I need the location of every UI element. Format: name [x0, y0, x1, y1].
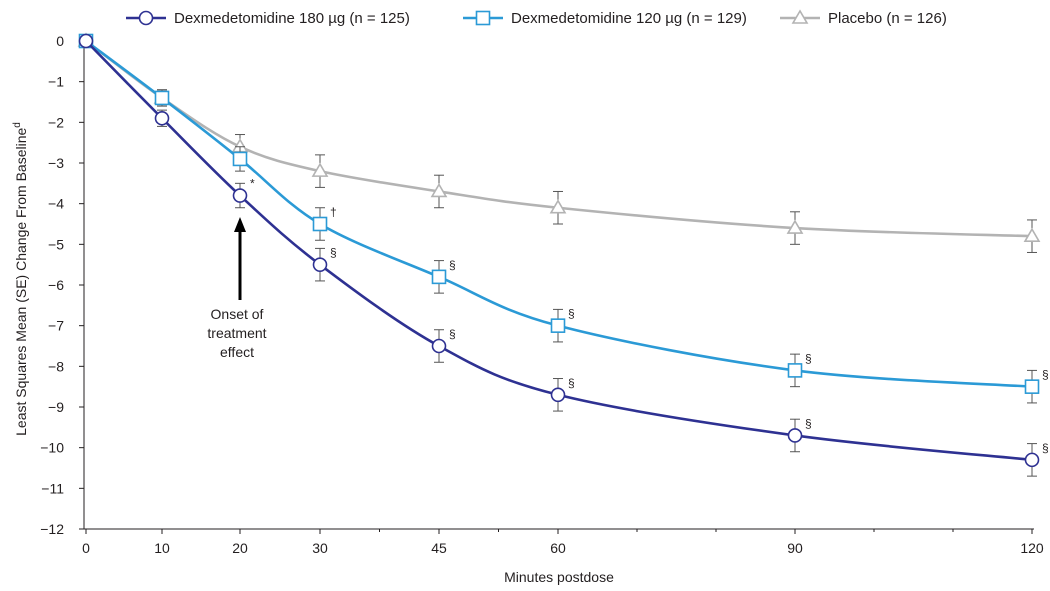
- series-layer: † § § § § * § § § § §: [77, 32, 1049, 477]
- data-point: [549, 199, 567, 214]
- data-point: [312, 216, 328, 232]
- data-point: [550, 318, 566, 333]
- legend-label: Placebo (n = 126): [828, 10, 947, 27]
- y-tick-label: −4: [48, 196, 64, 212]
- significance-label: §: [449, 258, 456, 272]
- data-point: [787, 428, 803, 443]
- data-point: [786, 219, 804, 234]
- y-tick-label: −5: [48, 236, 64, 252]
- x-tick-label: 60: [550, 540, 566, 556]
- data-point: [431, 269, 447, 285]
- significance-label: †: [330, 205, 337, 219]
- legend-marker: [138, 10, 154, 26]
- legend-label: Dexmedetomidine 120 µg (n = 129): [511, 10, 747, 27]
- y-axis-title: Least Squares Mean (SE) Change From Base…: [12, 122, 29, 436]
- x-ticks: 0 10 20 30 45 60 90 120: [82, 529, 1044, 556]
- x-tick-label: 30: [312, 540, 328, 556]
- data-point: [154, 110, 170, 126]
- arrow-head: [234, 217, 246, 232]
- significance-label: §: [330, 246, 337, 260]
- y-tick-label: −6: [48, 277, 64, 293]
- significance-label: §: [1042, 368, 1049, 382]
- x-axis-title: Minutes postdose: [504, 569, 614, 585]
- significance-label: §: [805, 351, 812, 365]
- annotation: Onset of treatment effect: [207, 217, 267, 360]
- y-ticks: 0 −1 −2 −3 −4 −5 −6 −7 −8 −9 −10 −11 −12: [40, 33, 84, 537]
- data-point: [430, 182, 448, 198]
- annotation-text: Onset of: [211, 306, 264, 322]
- data-point: [1023, 227, 1041, 242]
- significance-label: §: [568, 376, 575, 390]
- x-tick-label: 120: [1020, 540, 1044, 556]
- legend-label: Dexmedetomidine 180 µg (n = 125): [174, 10, 410, 27]
- y-tick-label: −7: [48, 318, 64, 334]
- y-tick-label: −8: [48, 358, 64, 374]
- data-point: [1024, 379, 1040, 394]
- significance-label: §: [568, 307, 575, 321]
- data-point: [312, 257, 328, 272]
- x-tick-label: 0: [82, 540, 90, 556]
- y-tick-label: −1: [48, 74, 64, 90]
- x-tick-label: 90: [787, 540, 803, 556]
- data-point: [431, 338, 447, 354]
- significance-label: §: [1042, 441, 1049, 455]
- data-point: [787, 363, 803, 378]
- y-tick-label: −9: [48, 399, 64, 415]
- legend-marker: [791, 9, 809, 24]
- y-tick-label: −3: [48, 155, 64, 171]
- legend-item: Dexmedetomidine 120 µg (n = 129): [463, 10, 747, 27]
- data-point: [154, 90, 170, 106]
- axes: 0 −1 −2 −3 −4 −5 −6 −7 −8 −9 −10 −11 −12 0 10 20 30 45 60…: [40, 33, 1044, 556]
- data-point: [232, 188, 248, 203]
- significance-label: §: [805, 416, 812, 430]
- data-point: [78, 33, 94, 49]
- legend-marker: [475, 10, 491, 26]
- y-tick-label: −11: [41, 480, 64, 496]
- x-tick-label: 10: [154, 540, 170, 556]
- annotation-text: treatment: [207, 325, 266, 341]
- y-tick-label: −2: [48, 114, 64, 130]
- legend-item: Dexmedetomidine 180 µg (n = 125): [126, 10, 410, 27]
- data-point: [311, 162, 329, 177]
- series-triangle: [77, 32, 1041, 253]
- data-point: [550, 387, 566, 403]
- legend-item: Placebo (n = 126): [780, 9, 947, 27]
- y-tick-label: −10: [40, 440, 64, 456]
- y-tick-label: 0: [56, 33, 64, 49]
- significance-label: *: [250, 177, 255, 191]
- significance-label: §: [449, 327, 456, 341]
- annotation-text: effect: [220, 344, 254, 360]
- x-tick-label: 45: [431, 540, 447, 556]
- x-tick-label: 20: [232, 540, 248, 556]
- data-point: [232, 151, 248, 167]
- data-point: [1024, 452, 1040, 468]
- series-circle: * § § § § §: [78, 33, 1049, 477]
- legend: Dexmedetomidine 180 µg (n = 125) Dexmedet…: [126, 9, 947, 27]
- y-tick-label: −12: [40, 521, 64, 537]
